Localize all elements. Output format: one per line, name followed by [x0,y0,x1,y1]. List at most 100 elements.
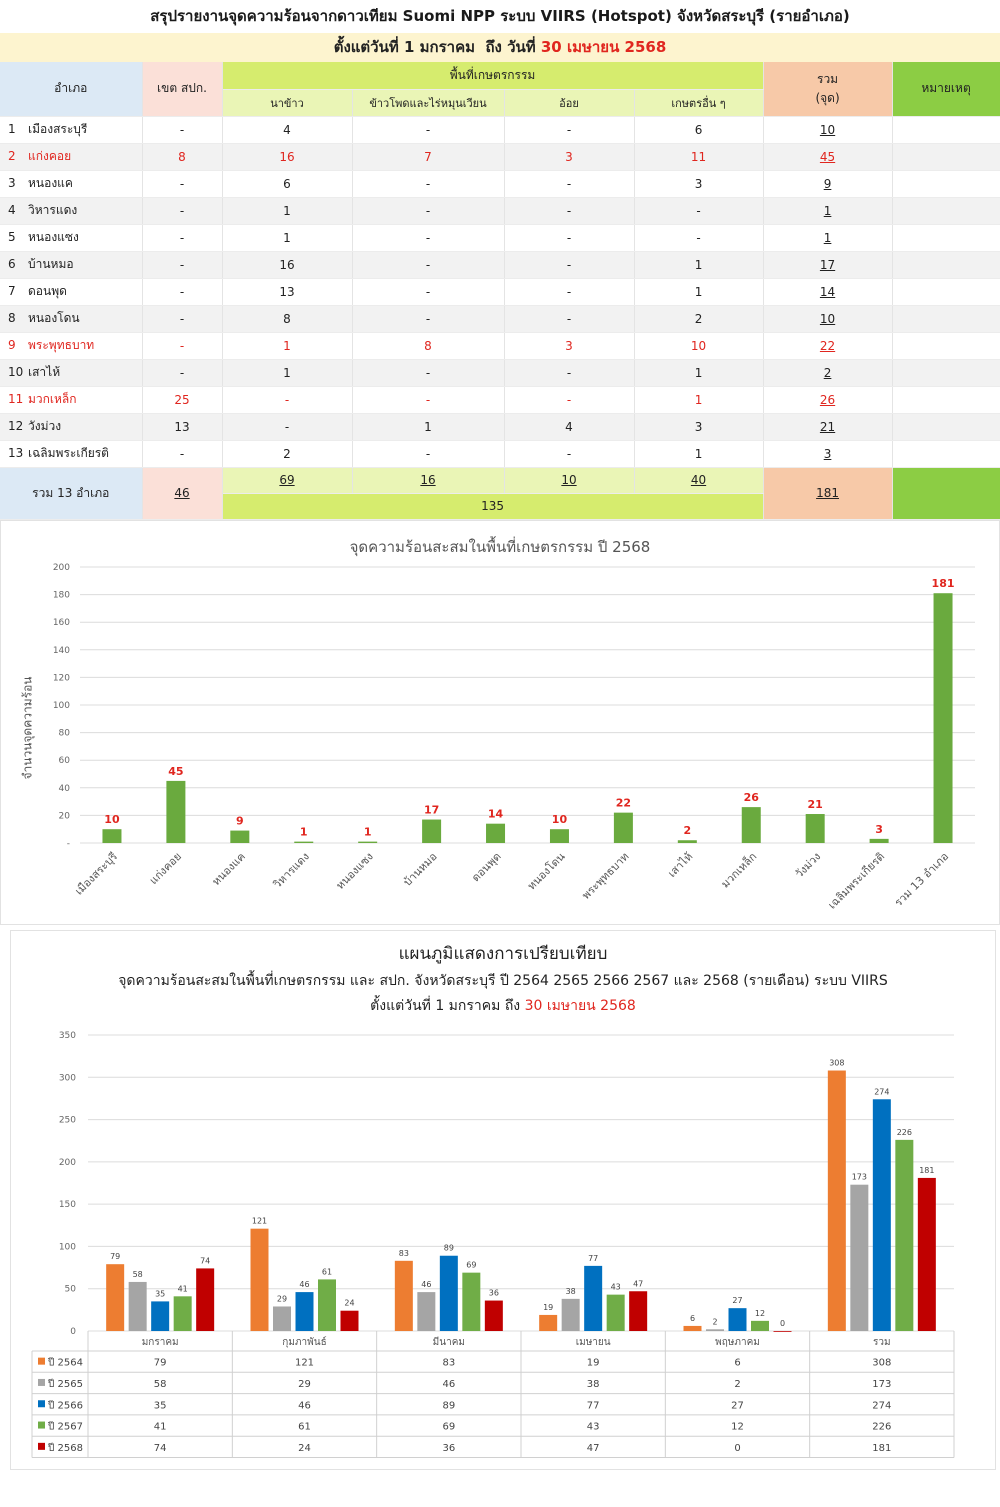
district-chart-title: จุดความร้อนสะสมในพื้นที่เกษตรกรรม ปี 256… [349,538,651,556]
cell-zone: - [142,332,223,360]
cell-total: 14 [763,278,893,306]
y-tick-label: 100 [53,701,70,711]
bar [773,1331,792,1332]
data-label: 173 [852,1173,867,1182]
cell-total: 10 [763,305,893,333]
y-tick-label: 350 [59,1031,76,1041]
district-number: 13 [8,446,24,460]
footer-other: 40 [634,467,764,494]
data-label: 181 [932,577,955,590]
table-value: 6 [734,1358,740,1369]
x-tick-label: มีนาคม [433,1336,465,1348]
cell-other: 1 [634,386,764,414]
y-tick-label: 180 [53,591,70,601]
data-label: 6 [690,1314,695,1323]
cell-other: 2 [634,305,764,333]
district-bar-chart: - 20 40 60 80 100 120 140 160 180 200 10 เมืองสระบุร… [53,563,975,912]
district-number: 1 [8,122,16,136]
bar [439,1255,458,1331]
table-value: 77 [587,1400,600,1411]
district-name: 7 ดอนพุด [0,278,143,306]
cell-total: 22 [763,332,893,360]
data-label: 17 [424,804,439,817]
cell-note [892,224,1000,252]
cell-zone: - [142,440,223,468]
table-value: 35 [154,1400,167,1411]
cell-other: 1 [634,278,764,306]
table-value: 121 [295,1358,314,1369]
district-name: 10 เสาไห้ [0,359,143,387]
data-label: 89 [444,1244,454,1253]
legend-label: ปี 2567 [47,1421,83,1433]
data-label: 47 [633,1279,643,1288]
header-cane: อ้อย [504,89,635,117]
cell-rice: - [222,386,353,414]
table-value: 12 [731,1422,744,1433]
district-number: 5 [8,230,16,244]
data-label: 43 [611,1283,621,1292]
table-value: 27 [731,1400,744,1411]
x-tick-label: ดอนพุด [469,850,503,884]
district-name: 3 หนองแค [0,170,143,198]
bar [318,1279,336,1331]
table-value: 46 [298,1400,311,1411]
footer-total: 181 [763,467,893,520]
data-label: 58 [133,1270,143,1279]
bar [486,823,506,843]
district-name: 4 วิหารแดง [0,197,143,225]
cell-cane: 3 [504,332,635,360]
x-tick-label: หนองโดน [524,849,568,893]
y-tick-label: 0 [70,1327,76,1337]
x-tick-label: เสาไห้ [665,850,695,880]
x-tick-label: รวม 13 อำเภอ [892,850,951,909]
cell-rice: 1 [222,197,353,225]
data-label: 14 [488,808,504,821]
cell-other: 6 [634,116,764,144]
district-label: วิหารแดง [28,203,78,217]
bar [549,829,569,843]
y-tick-label: 40 [59,784,71,794]
cell-cane: 4 [504,413,635,441]
y-tick-label: 150 [59,1200,76,1210]
table-row: 8 หนองโดน -8- -2 10 [0,305,1000,333]
district-label: เมืองสระบุรี [28,122,88,136]
cell-corn: - [352,116,505,144]
cell-note [892,305,1000,333]
data-label: 46 [421,1280,431,1289]
table-value: 83 [442,1358,455,1369]
cell-cane: - [504,386,635,414]
data-label: 274 [874,1087,889,1096]
district-name: 5 หนองแซง [0,224,143,252]
data-label: 29 [277,1294,287,1303]
cell-corn: 7 [352,143,505,171]
table-row: 7 ดอนพุด -13- -1 14 [0,278,1000,306]
x-tick-label: เมืองสระบุรี [72,850,120,898]
table-value: 2 [734,1379,740,1390]
district-label: หนองแค [28,176,73,190]
cell-total: 1 [763,197,893,225]
data-label: 27 [732,1296,742,1305]
bar [850,1184,869,1331]
table-row: 2 แก่งคอย 8 16 7 3 11 45 [0,143,1000,171]
cell-rice: 4 [222,116,353,144]
x-tick-label: วิหารแดง [270,850,312,892]
bar [683,1325,702,1331]
footer-note [892,467,1000,520]
cell-cane: 3 [504,143,635,171]
legend-swatch [38,1357,45,1365]
x-tick-label: พระพุทธบาท [579,850,631,902]
table-value: 0 [734,1443,740,1454]
bar [358,841,378,843]
table-value: 19 [587,1358,600,1369]
bar [294,841,314,843]
data-label: 35 [155,1289,165,1298]
data-label: 79 [110,1252,120,1261]
bar [728,1308,747,1331]
bar [741,807,761,843]
table-value: 181 [872,1443,891,1454]
x-tick-label: วังม่วง [793,850,824,881]
district-name: 11 มวกเหล็ก [0,386,143,414]
y-tick-label: 140 [53,646,70,656]
data-label: 19 [543,1303,553,1312]
data-label: 10 [552,813,568,826]
